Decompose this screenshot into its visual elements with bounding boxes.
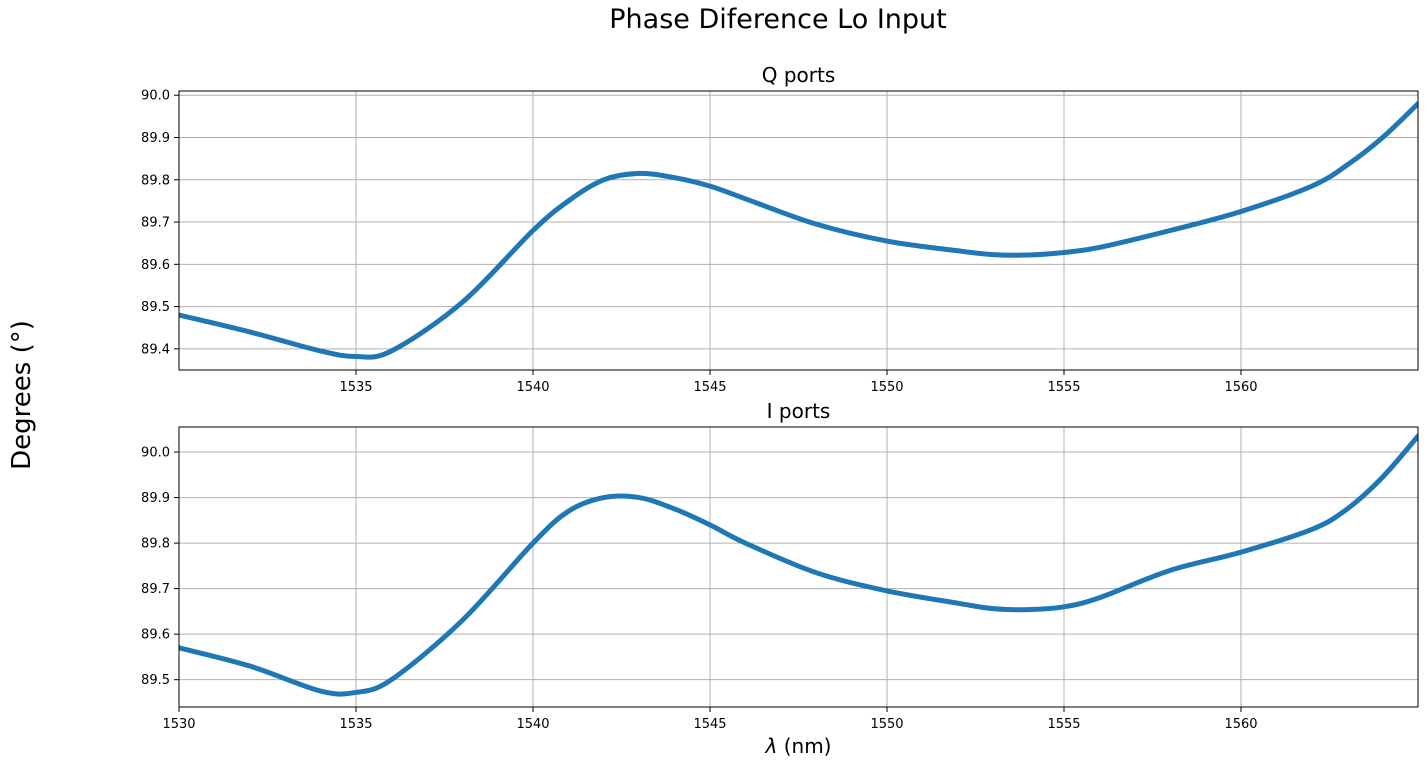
subplot-1: 1535 1540 1545 1550 1555 1560 89.4 89.5 89.6 89.7… [141, 63, 1419, 395]
x-tick-label: 1535 [339, 717, 372, 732]
x-tick-label: 1555 [1047, 380, 1080, 395]
x-tick-label: 1550 [870, 717, 903, 732]
y-tick-label: 90.0 [141, 446, 170, 461]
axes-frame [178, 90, 1419, 371]
x-tick-label: 1545 [693, 380, 726, 395]
y-tick-label: 89.7 [141, 216, 170, 231]
y-tick-label: 89.5 [141, 300, 170, 315]
x-tick-label: 1540 [516, 380, 549, 395]
axes-frame [178, 426, 1419, 708]
subplot-2: 1530 1535 1540 1545 1550 1555 1560 89.5 89.6 89.7… [141, 399, 1419, 758]
subplot-title: I ports [767, 399, 831, 423]
y-tick-label: 89.8 [141, 537, 170, 552]
x-tick-label: 1560 [1224, 717, 1257, 732]
series-line-1 [179, 433, 1418, 697]
x-tick-label: 1560 [1224, 380, 1257, 395]
x-tick-label: 1550 [870, 380, 903, 395]
y-tick-label: 89.6 [141, 628, 170, 643]
y-tick-label: 90.0 [141, 89, 170, 104]
x-axis-label: λ (nm) [765, 734, 832, 758]
x-tick-label: 1545 [693, 717, 726, 732]
figure-suptitle: Phase Diference Lo Input [609, 4, 947, 35]
x-tick-label: 1555 [1047, 717, 1080, 732]
y-tick-label: 89.7 [141, 582, 170, 597]
x-tick-label: 1540 [516, 717, 549, 732]
x-tick-label: 1535 [339, 380, 372, 395]
y-tick-label: 89.8 [141, 173, 170, 188]
series-line-1 [179, 101, 1418, 360]
subplot-title: Q ports [762, 63, 836, 87]
x-tick-label: 1530 [162, 717, 195, 732]
y-tick-label: 89.9 [141, 491, 170, 506]
y-tick-label: 89.9 [141, 131, 170, 146]
y-tick-label: 89.6 [141, 258, 170, 273]
y-tick-label: 89.4 [141, 342, 170, 357]
y-tick-label: 89.5 [141, 673, 170, 688]
